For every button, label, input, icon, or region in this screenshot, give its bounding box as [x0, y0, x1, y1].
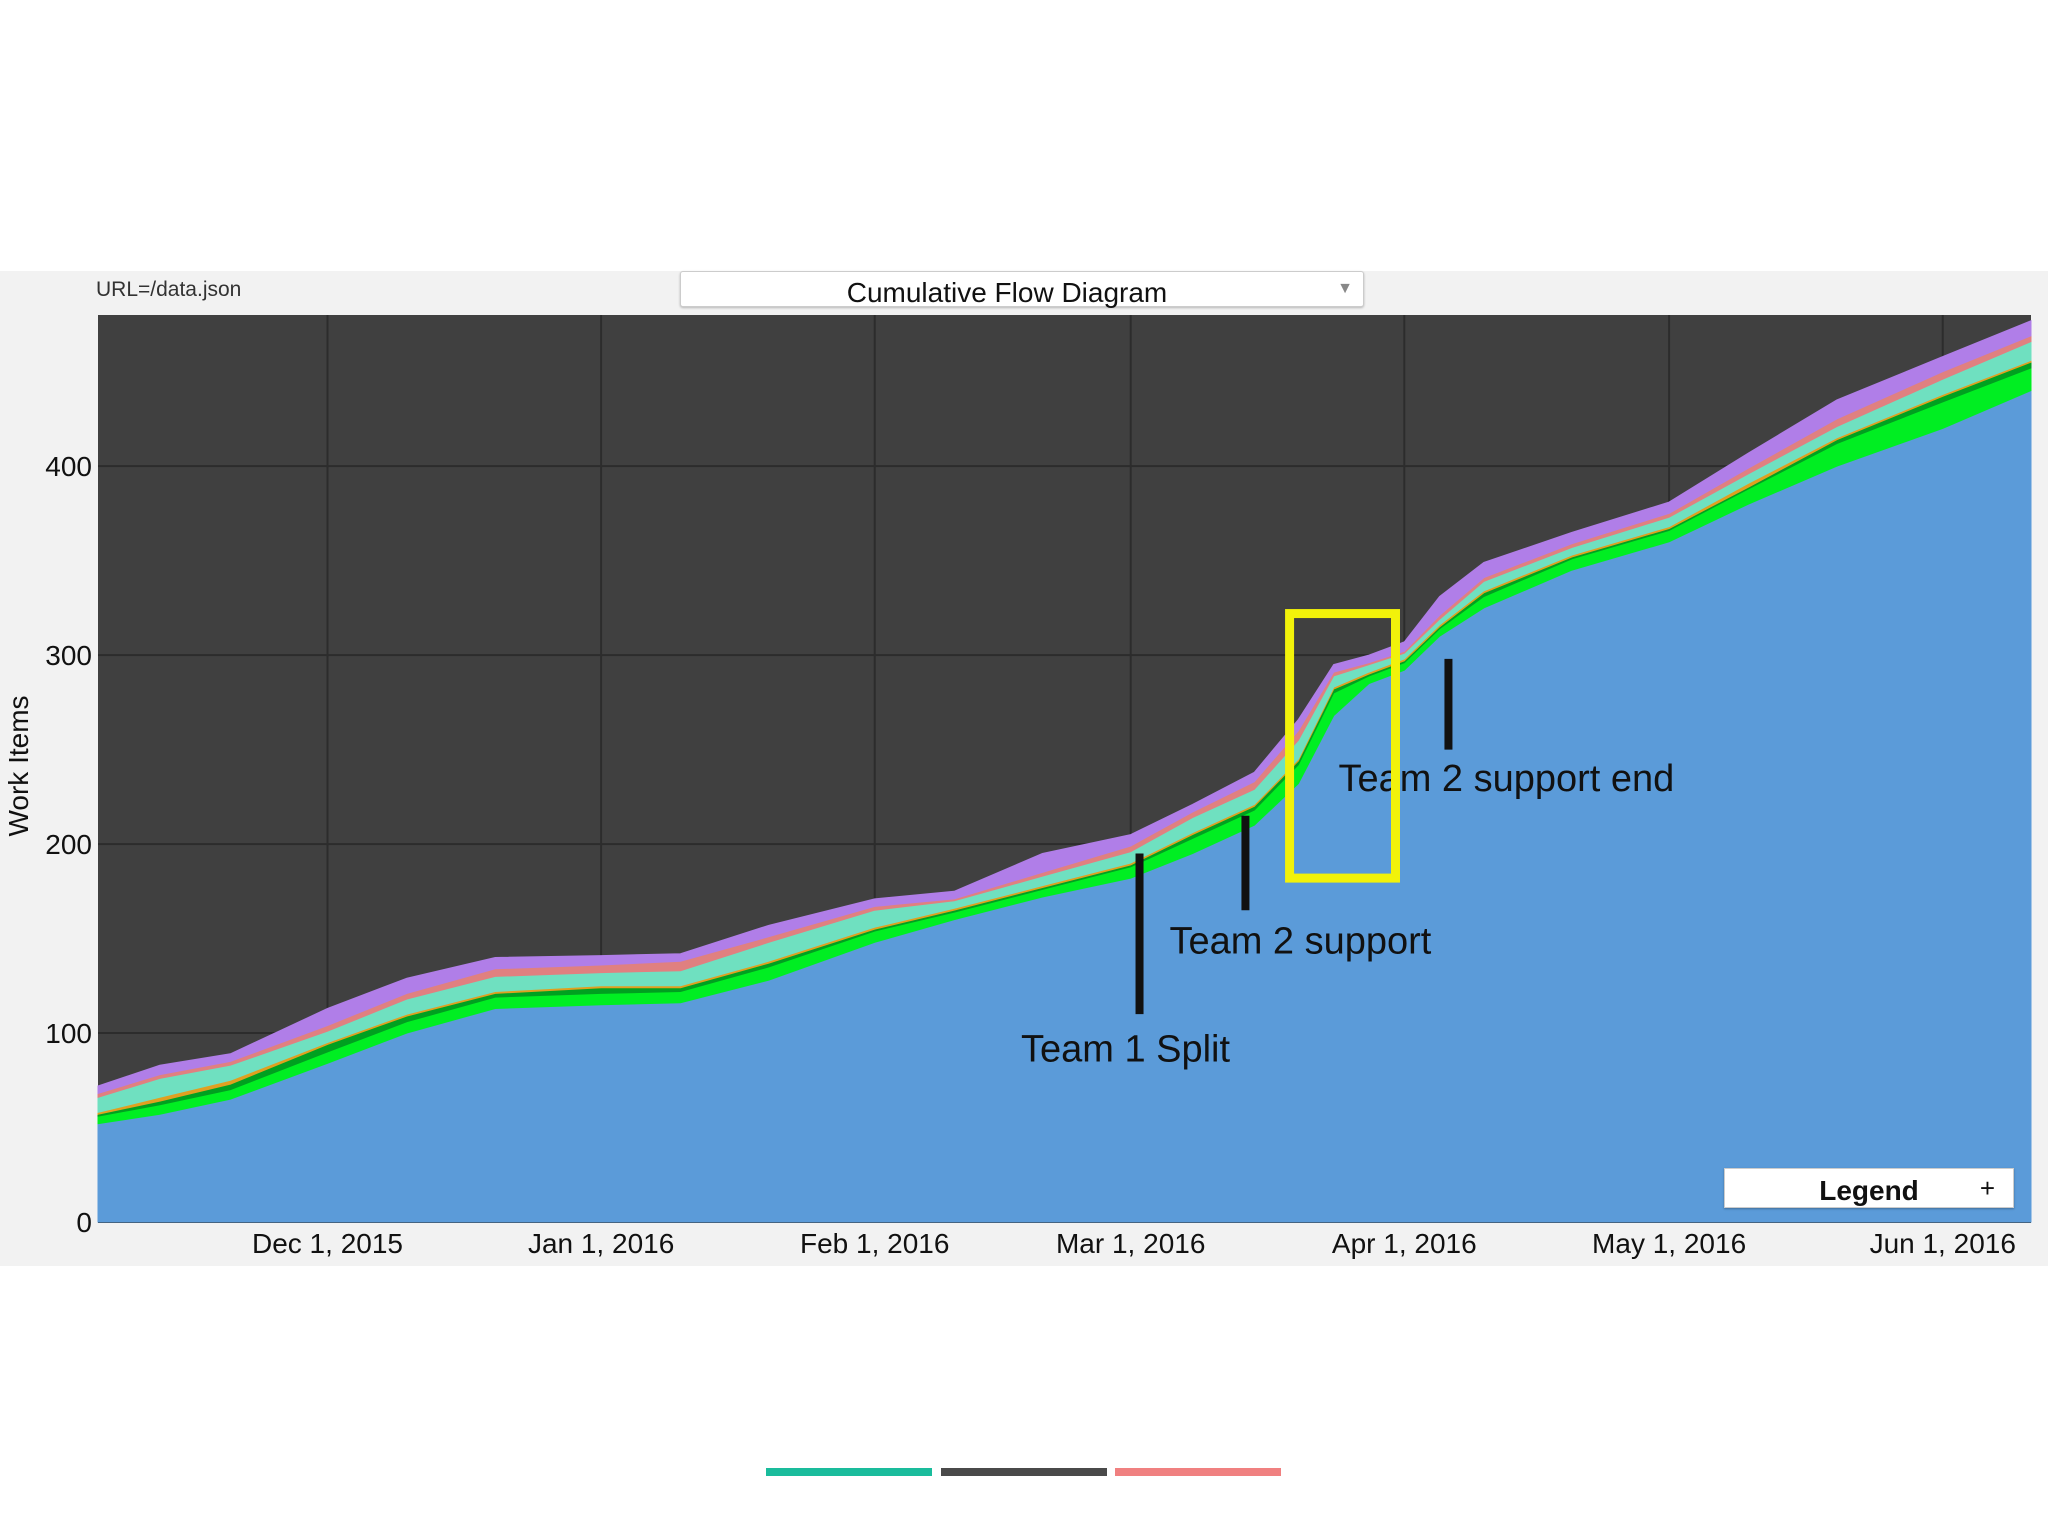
slide-indicator-3: [1115, 1468, 1281, 1476]
chevron-down-icon: ▼: [1337, 280, 1353, 297]
highlight-box: [1285, 609, 1400, 883]
y-tick-label: 400: [45, 451, 92, 482]
slide-indicator-1: [766, 1468, 932, 1476]
x-tick-label: Apr 1, 2016: [1332, 1228, 1477, 1259]
chart-view-select[interactable]: Cumulative Flow Diagram ▼: [680, 271, 1364, 308]
area-series: [97, 319, 2032, 1223]
url-label: URL=/data.json: [96, 278, 242, 301]
plus-icon: +: [1979, 1173, 1995, 1203]
y-tick-label: 0: [76, 1207, 92, 1238]
y-tick-label: 300: [45, 640, 92, 671]
x-tick-label: Feb 1, 2016: [800, 1228, 949, 1259]
annotation-label: Team 2 support: [1169, 921, 1431, 963]
axes: 0 100 200 300 400 Dec 1, 2015 Jan 1, 2016 Feb 1…: [45, 451, 2016, 1259]
x-tick-label: Dec 1, 2015: [252, 1228, 403, 1259]
annotations: Team 1 Split Team 2 support Team 2 support…: [1021, 609, 1674, 1070]
x-tick-label: Jan 1, 2016: [528, 1228, 674, 1259]
chart-view-select-value: Cumulative Flow Diagram: [846, 277, 1168, 308]
y-tick-label: 200: [45, 829, 92, 860]
legend-toggle-button[interactable]: Legend +: [1724, 1168, 2014, 1208]
x-tick-label: Jun 1, 2016: [1870, 1228, 2016, 1259]
slide-indicator-2: [941, 1468, 1107, 1476]
area-series-7: [97, 319, 2032, 1095]
y-tick-label: 100: [45, 1018, 92, 1049]
annotation-label: Team 2 support end: [1338, 758, 1674, 800]
annotation-label: Team 1 Split: [1021, 1028, 1231, 1070]
x-tick-label: May 1, 2016: [1592, 1228, 1746, 1259]
x-tick-label: Mar 1, 2016: [1056, 1228, 1205, 1259]
y-axis-label: Work Items: [3, 695, 34, 836]
legend-label: Legend: [1819, 1175, 1919, 1206]
